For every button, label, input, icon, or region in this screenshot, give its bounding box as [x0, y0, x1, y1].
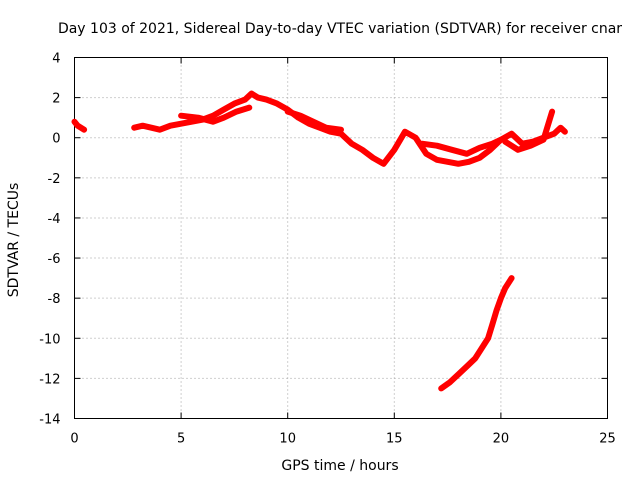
x-tick-label: 0	[70, 432, 78, 447]
chart-title: Day 103 of 2021, Sidereal Day-to-day VTE…	[58, 21, 622, 37]
data-series-segment-6	[502, 108, 556, 153]
axis-ticks: 0 5 10 15 20 25 -14 -12 -10 -8 -6 -4 -2 0 2 4	[39, 52, 616, 447]
y-tick-label: -2	[48, 172, 61, 187]
data-series-segment-3	[178, 104, 253, 125]
data-series-segment-7	[438, 275, 515, 392]
data-series-segment-2	[131, 90, 568, 167]
y-tick-label: 2	[52, 92, 60, 107]
grid-lines	[74, 57, 608, 419]
x-tick-label: 5	[177, 432, 185, 447]
x-tick-label: 10	[279, 432, 296, 447]
x-tick-label: 15	[386, 432, 403, 447]
data-series	[71, 90, 568, 392]
y-tick-label: -14	[39, 413, 60, 428]
x-tick-label: 20	[493, 432, 510, 447]
data-series-segment-4	[284, 108, 344, 133]
y-tick-label: -4	[48, 212, 61, 227]
y-tick-label: 0	[52, 132, 60, 147]
data-series-segment-1	[71, 118, 88, 133]
y-tick-label: -12	[39, 372, 60, 387]
y-tick-label: 4	[52, 52, 60, 67]
x-axis-title: GPS time / hours	[281, 458, 398, 474]
y-tick-label: -6	[48, 252, 61, 267]
plot-frame	[74, 57, 608, 419]
y-axis-title: SDTVAR / TECUs	[6, 183, 22, 298]
x-tick-label: 25	[599, 432, 616, 447]
y-tick-label: -10	[39, 332, 60, 347]
y-tick-label: -8	[48, 292, 61, 307]
data-series-segment-5	[419, 136, 504, 157]
